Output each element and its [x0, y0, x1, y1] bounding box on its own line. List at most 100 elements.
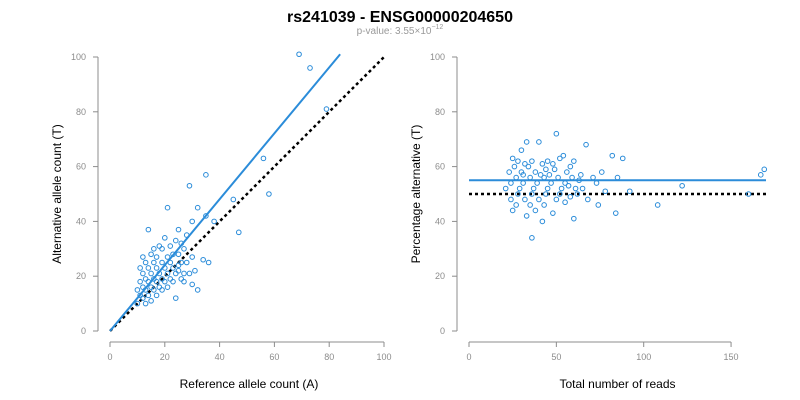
data-point [194, 204, 201, 211]
data-point [145, 226, 152, 233]
y-tick-label: 60 [76, 162, 86, 172]
data-point [523, 213, 530, 219]
data-point [137, 278, 143, 285]
data-point [539, 161, 546, 167]
data-point [296, 51, 302, 58]
data-point [571, 158, 577, 164]
data-point [307, 65, 313, 71]
data-point [172, 270, 179, 277]
data-point [186, 182, 193, 189]
data-point [515, 191, 521, 197]
data-point [551, 166, 558, 173]
data-point [175, 251, 182, 258]
x-tick-label: 50 [551, 352, 561, 362]
data-point [550, 210, 556, 216]
data-point [546, 172, 553, 178]
data-point [134, 300, 141, 307]
y-tick-label: 40 [76, 216, 86, 226]
data-point [757, 172, 764, 178]
data-point [522, 161, 528, 167]
data-point [550, 161, 556, 167]
data-point [175, 267, 182, 274]
data-point [612, 210, 619, 216]
data-point [530, 185, 537, 192]
x-tick-label: 150 [724, 352, 739, 362]
data-point [536, 196, 542, 203]
data-point [529, 235, 535, 241]
data-point [153, 278, 160, 285]
data-point [558, 185, 565, 192]
data-point [569, 174, 575, 181]
data-point [598, 169, 605, 175]
data-point [511, 163, 518, 170]
data-point [153, 254, 160, 260]
y-axis-label: Alternative allele count (T) [50, 124, 64, 263]
data-point [593, 180, 600, 186]
data-point [555, 174, 561, 181]
data-point [513, 174, 519, 181]
data-point [142, 259, 149, 266]
x-axis-label: Total number of reads [559, 377, 675, 391]
y-tick-label: 40 [435, 216, 445, 226]
data-point [515, 158, 521, 164]
data-point [183, 259, 190, 266]
data-point [159, 259, 165, 266]
data-point [137, 265, 143, 271]
data-point [536, 139, 542, 145]
data-point [745, 191, 752, 197]
data-point [175, 262, 182, 269]
data-point [181, 270, 187, 277]
data-point [585, 196, 591, 203]
subtitle-base: 10 [420, 26, 432, 37]
data-point [520, 172, 526, 178]
data-point [189, 254, 195, 260]
data-point [506, 169, 512, 175]
data-point [532, 207, 539, 214]
data-point [142, 276, 149, 282]
x-tick-label: 100 [636, 352, 651, 362]
data-point [574, 191, 581, 197]
data-point [579, 185, 586, 192]
data-point [140, 295, 146, 301]
subtitle-prefix: p-value: 3.55 [357, 26, 415, 37]
data-point [194, 287, 201, 293]
y-tick-label: 0 [440, 326, 445, 336]
data-point [323, 106, 330, 112]
data-point [148, 251, 154, 258]
data-point [192, 267, 198, 274]
data-point [602, 188, 609, 195]
data-point [205, 259, 212, 266]
y-axis-label: Percentage alternative (T) [409, 125, 423, 264]
data-point [156, 284, 163, 290]
x-tick-label: 0 [107, 352, 112, 362]
data-point [153, 292, 160, 299]
data-point [557, 155, 563, 162]
data-point [543, 166, 549, 173]
data-point [553, 130, 560, 137]
x-tick-label: 100 [376, 352, 391, 362]
data-point [529, 158, 535, 164]
data-point [539, 218, 546, 225]
data-point [172, 295, 179, 301]
data-point [164, 270, 171, 277]
data-point [159, 246, 165, 252]
x-tick-label: 0 [466, 352, 471, 362]
data-point [614, 174, 621, 181]
data-point [567, 163, 574, 170]
data-point [167, 276, 174, 282]
data-point [565, 182, 572, 189]
y-tick-label: 0 [81, 326, 86, 336]
data-point [571, 215, 577, 222]
data-point [532, 169, 539, 175]
data-point [541, 202, 547, 208]
data-point [537, 172, 544, 178]
data-point [170, 278, 176, 285]
y-tick-label: 100 [430, 52, 445, 62]
data-point [203, 213, 209, 219]
data-point [520, 180, 526, 186]
data-point [564, 169, 570, 175]
data-point [153, 265, 160, 271]
data-point [181, 246, 187, 252]
fit-line [109, 53, 341, 332]
